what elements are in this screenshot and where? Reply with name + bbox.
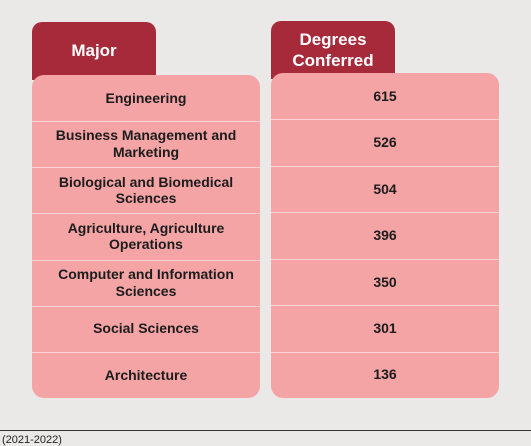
degrees-cell: 615 bbox=[373, 87, 397, 104]
row-divider bbox=[271, 212, 499, 214]
row-divider bbox=[271, 351, 499, 353]
row-divider bbox=[32, 167, 260, 169]
degrees-conferred-column-header: Degrees Conferred bbox=[271, 21, 395, 79]
row-divider bbox=[271, 165, 499, 167]
major-cell: Agriculture, Agriculture Operations bbox=[67, 219, 225, 253]
degrees-cell: 526 bbox=[373, 134, 397, 151]
row-divider bbox=[271, 305, 499, 307]
row-divider bbox=[271, 119, 499, 121]
major-cell: Business Management and Marketing bbox=[55, 127, 237, 161]
row-divider bbox=[32, 351, 260, 353]
row-divider bbox=[32, 213, 260, 215]
degrees-column: 615 526 504 396 350 301 136 bbox=[271, 73, 499, 398]
degrees-cell: 396 bbox=[373, 227, 397, 244]
row-divider bbox=[32, 259, 260, 261]
degrees-cell: 301 bbox=[373, 319, 397, 336]
degrees-cell: 504 bbox=[373, 180, 397, 197]
major-column-header: Major bbox=[32, 22, 156, 80]
major-cell: Architecture bbox=[104, 366, 188, 383]
footnote: (2021-2022) bbox=[2, 434, 62, 446]
row-divider bbox=[32, 305, 260, 307]
row-divider bbox=[32, 121, 260, 123]
row-divider bbox=[271, 258, 499, 260]
degrees-cell: 136 bbox=[373, 366, 397, 383]
degrees-cell: 350 bbox=[373, 273, 397, 290]
major-column: Engineering Business Management and Marke… bbox=[32, 75, 260, 398]
major-cell: Biological and Biomedical Sciences bbox=[58, 173, 234, 207]
major-cell: Computer and Information Sciences bbox=[58, 265, 234, 299]
bottom-rule bbox=[0, 430, 531, 431]
major-cell: Engineering bbox=[105, 89, 187, 106]
major-cell: Social Sciences bbox=[93, 320, 199, 337]
